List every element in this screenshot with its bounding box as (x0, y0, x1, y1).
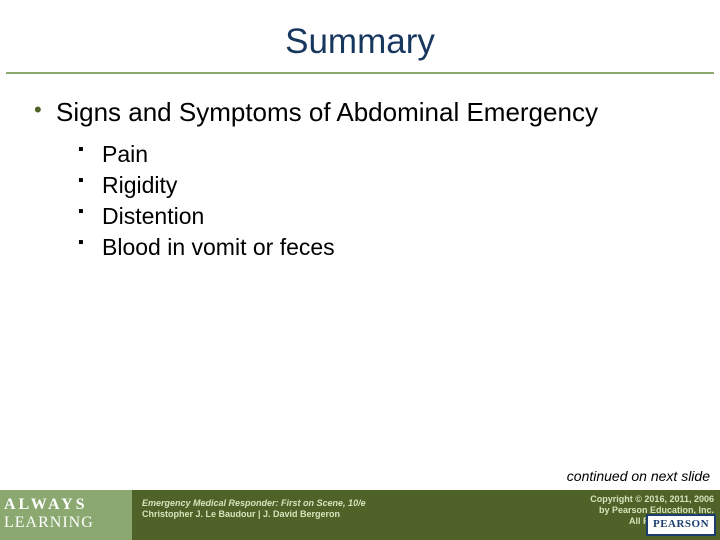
list-item: Blood in vomit or feces (78, 232, 692, 263)
book-title: Emergency Medical Responder: First on Sc… (142, 498, 490, 509)
list-item: Pain (78, 139, 692, 170)
slide: Summary Signs and Symptoms of Abdominal … (0, 0, 720, 540)
content-area: Signs and Symptoms of Abdominal Emergenc… (0, 74, 720, 263)
level1-text: Signs and Symptoms of Abdominal Emergenc… (56, 97, 598, 127)
bullet-list-level1: Signs and Symptoms of Abdominal Emergenc… (34, 96, 692, 263)
bullet-list-level2: Pain Rigidity Distention Blood in vomit … (78, 139, 692, 263)
learning-text: LEARNING (4, 514, 94, 532)
list-item: Signs and Symptoms of Abdominal Emergenc… (34, 96, 692, 263)
authors-line: Christopher J. Le Baudour | J. David Ber… (142, 509, 490, 520)
copyright-line: Copyright © 2016, 2011, 2006 (500, 494, 714, 505)
level2-text: Rigidity (102, 172, 177, 198)
footer-right-panel: Copyright © 2016, 2011, 2006 by Pearson … (500, 490, 720, 540)
footer-mid-panel: Emergency Medical Responder: First on Sc… (132, 490, 500, 540)
list-item: Distention (78, 201, 692, 232)
footer-left-panel: ALWAYS LEARNING (0, 490, 132, 540)
always-text: ALWAYS (4, 496, 88, 514)
footer-bar: ALWAYS LEARNING Emergency Medical Respon… (0, 490, 720, 540)
continued-note: continued on next slide (567, 468, 710, 484)
level2-text: Blood in vomit or feces (102, 234, 335, 260)
pearson-logo: PEARSON (646, 514, 716, 536)
slide-title: Summary (0, 0, 720, 72)
list-item: Rigidity (78, 170, 692, 201)
level2-text: Distention (102, 203, 204, 229)
level2-text: Pain (102, 141, 148, 167)
